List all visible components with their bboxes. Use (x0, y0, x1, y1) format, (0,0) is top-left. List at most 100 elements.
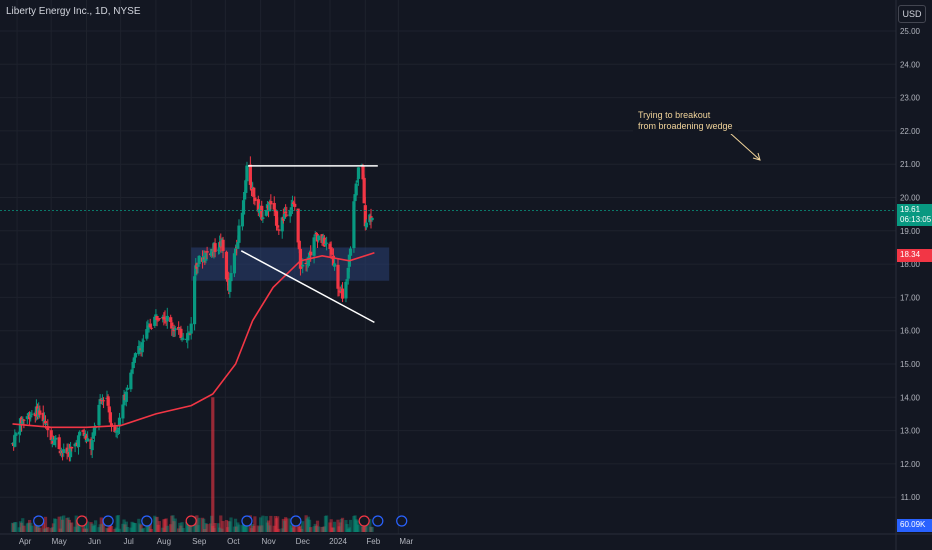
volume-bar (229, 517, 233, 532)
volume-bar (356, 524, 361, 532)
candle-body (57, 437, 61, 450)
candle-body (30, 413, 34, 415)
candle-body (344, 281, 348, 299)
volume-bar (76, 520, 81, 532)
volume-bar (57, 516, 61, 532)
volume-bar (323, 515, 328, 532)
volume-bar (369, 526, 373, 532)
last-price: 19.61 (900, 205, 921, 214)
volume-bar (121, 523, 125, 532)
candle-body (331, 255, 336, 266)
volume-bar (240, 525, 244, 532)
candle-body (149, 327, 153, 329)
currency-button[interactable]: USD (898, 5, 926, 23)
volume-bar (348, 519, 353, 532)
x-tick-label: Oct (227, 537, 240, 546)
volume-bar (45, 527, 49, 532)
candles (10, 156, 374, 462)
volume-bar (276, 516, 280, 532)
volume-bar (331, 527, 336, 532)
volume-bar (221, 521, 225, 532)
volume-bar (90, 523, 94, 532)
candle-body (354, 183, 358, 196)
x-tick-label: Jun (88, 537, 101, 546)
volume-bar (163, 519, 167, 532)
volume-bar (65, 517, 69, 532)
volume-bar (177, 528, 181, 532)
candle-body (181, 338, 185, 340)
event-marker-icon (33, 515, 45, 527)
candle-body (264, 209, 268, 216)
volume-bar (368, 518, 372, 532)
annotation-arrow (729, 132, 761, 161)
volume-bar (339, 518, 343, 532)
y-axis: 11.00 12.00 13.00 14.00 15.00 16.00 17.00 18.00… (895, 0, 921, 550)
volume-bar (67, 519, 72, 532)
candle-body (236, 242, 240, 249)
candle-body (257, 208, 262, 213)
volume-bar (164, 518, 168, 532)
volume-bar (109, 525, 114, 532)
x-tick-label: Apr (19, 537, 32, 546)
candle-body (125, 387, 130, 390)
moving-average (12, 252, 375, 429)
candle-body (106, 396, 110, 406)
volume-bar (355, 520, 359, 532)
volume-bar (196, 525, 200, 532)
volume-bar (257, 526, 262, 532)
volume-bar (38, 527, 42, 532)
candle-body (46, 426, 50, 431)
candle-body (129, 372, 133, 390)
volume-bar (53, 518, 57, 532)
volume-bar (208, 523, 213, 532)
volume-bar (51, 523, 56, 532)
volume-bar (249, 528, 254, 532)
volume-bar (138, 523, 142, 532)
candle-body (244, 180, 248, 193)
candle-body (370, 217, 374, 221)
volume-bar (337, 526, 341, 532)
volume-bar (91, 526, 95, 532)
volume-bar (148, 522, 152, 532)
candle-body (272, 203, 276, 210)
candle-body (38, 410, 42, 415)
volume-bar (226, 527, 230, 532)
candle-body (186, 332, 190, 341)
candle-body (280, 217, 284, 232)
volume-bar (185, 521, 189, 532)
moving-average-line (12, 252, 375, 429)
volume-bar (99, 517, 103, 532)
volume-bar (321, 526, 325, 532)
volume-bar (29, 522, 33, 532)
volume-bar (12, 523, 16, 532)
volume-bar (171, 515, 175, 532)
candle-body (301, 264, 305, 267)
volume-bar (124, 521, 128, 532)
volume-bar (139, 524, 143, 532)
volume-bar (92, 525, 97, 532)
candle-body (54, 437, 58, 440)
y-tick-label: 12.00 (900, 460, 921, 469)
volume-bar (50, 527, 54, 532)
volume-bar (169, 524, 173, 532)
event-marker-icon (141, 515, 153, 527)
volume-bar (237, 524, 241, 532)
volume-bar (59, 516, 64, 532)
volume-bar (97, 527, 101, 532)
candle-body (124, 391, 128, 402)
volume-bar (43, 516, 48, 532)
candle-body (205, 251, 209, 253)
volume-bar (251, 524, 255, 532)
volume-bar (274, 518, 279, 532)
volume-bar (325, 515, 329, 532)
y-tick-label: 24.00 (900, 60, 921, 69)
candle-body (45, 424, 49, 426)
candle-body (141, 340, 145, 342)
volume-bar (93, 520, 98, 532)
volume-bar (233, 518, 238, 532)
candle-body (248, 164, 252, 185)
candle-body (340, 288, 345, 299)
volume-bar (273, 516, 277, 532)
volume-bar (18, 521, 23, 532)
